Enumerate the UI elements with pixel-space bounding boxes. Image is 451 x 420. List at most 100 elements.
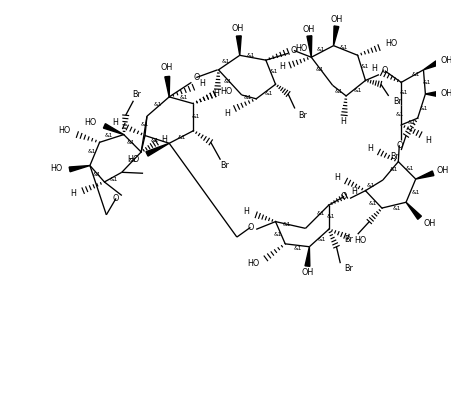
Text: &1: &1 [141,122,149,127]
Text: H: H [244,207,249,216]
Text: H: H [161,135,167,144]
Text: H: H [351,187,357,196]
Polygon shape [406,202,421,219]
Text: OH: OH [302,25,314,34]
Text: &1: &1 [334,89,343,94]
Text: &1: &1 [408,121,416,126]
Text: &1: &1 [400,89,408,94]
Text: Br: Br [344,263,353,273]
Text: &1: &1 [283,222,291,227]
Polygon shape [69,165,90,172]
Text: H: H [199,79,205,88]
Text: H: H [340,117,346,126]
Text: H: H [425,136,431,145]
Text: &1: &1 [294,246,302,251]
Text: H: H [214,89,220,98]
Text: &1: &1 [273,232,282,237]
Polygon shape [146,143,169,156]
Text: &1: &1 [87,150,96,155]
Text: &1: &1 [411,72,420,77]
Text: &1: &1 [405,166,414,171]
Text: &1: &1 [224,79,232,84]
Text: HO: HO [51,164,63,173]
Text: &1: &1 [316,67,324,72]
Text: HO: HO [221,87,233,96]
Text: O: O [193,73,199,82]
Text: &1: &1 [153,102,162,107]
Text: OH: OH [437,166,449,175]
Polygon shape [103,123,124,134]
Text: OH: OH [423,219,436,228]
Text: Br: Br [344,234,353,244]
Text: Br: Br [220,161,229,170]
Text: O: O [247,223,253,232]
Text: Br: Br [393,97,402,106]
Polygon shape [423,61,438,70]
Text: HO: HO [247,259,259,268]
Text: H: H [371,64,377,74]
Text: HO: HO [354,236,366,245]
Text: HO: HO [385,39,397,48]
Text: Br: Br [391,152,399,161]
Text: &1: &1 [247,53,256,58]
Polygon shape [236,36,241,55]
Text: &1: &1 [318,236,326,241]
Text: &1: &1 [265,92,273,97]
Text: &1: &1 [192,114,201,119]
Polygon shape [425,92,437,97]
Text: OH: OH [441,89,451,98]
Text: &1: &1 [327,214,335,219]
Text: &1: &1 [222,59,230,63]
Text: &1: &1 [419,106,428,111]
Text: O: O [341,192,347,201]
Text: &1: &1 [360,64,369,69]
Text: O: O [396,141,402,150]
Polygon shape [416,171,434,179]
Text: H: H [279,63,285,71]
Text: Br: Br [298,111,307,120]
Text: &1: &1 [423,80,432,85]
Text: H: H [70,189,76,198]
Text: HO: HO [295,44,307,53]
Text: &1: &1 [396,112,405,117]
Polygon shape [307,36,312,57]
Text: &1: &1 [369,201,377,206]
Text: H: H [367,144,373,152]
Text: &1: &1 [126,140,135,145]
Text: OH: OH [301,268,313,277]
Text: H: H [335,173,341,181]
Text: HO: HO [127,155,139,164]
Text: Br: Br [132,90,141,100]
Text: &1: &1 [128,158,137,163]
Text: &1: &1 [178,135,186,140]
Text: &1: &1 [179,95,188,100]
Text: OH: OH [232,24,244,33]
Text: H: H [224,109,230,118]
Text: O: O [113,194,119,203]
Text: &1: &1 [317,47,325,52]
Text: &1: &1 [392,205,400,210]
Text: OH: OH [330,15,343,24]
Text: &1: &1 [243,95,252,100]
Text: &1: &1 [354,88,362,93]
Text: &1: &1 [151,138,159,143]
Text: H: H [112,118,118,128]
Text: HO: HO [84,118,97,126]
Text: &1: &1 [317,211,325,216]
Text: &1: &1 [110,176,118,181]
Text: OH: OH [441,55,451,65]
Text: &1: &1 [411,190,420,195]
Polygon shape [305,247,310,266]
Text: O: O [382,66,388,75]
Polygon shape [334,26,339,46]
Text: &1: &1 [269,69,278,74]
Text: &1: &1 [105,133,114,138]
Text: &1: &1 [92,172,101,177]
Text: &1: &1 [389,167,398,172]
Text: O: O [291,46,297,55]
Polygon shape [165,76,170,97]
Text: OH: OH [160,63,172,72]
Text: HO: HO [58,126,70,135]
Text: &1: &1 [367,183,376,188]
Text: &1: &1 [340,45,349,50]
